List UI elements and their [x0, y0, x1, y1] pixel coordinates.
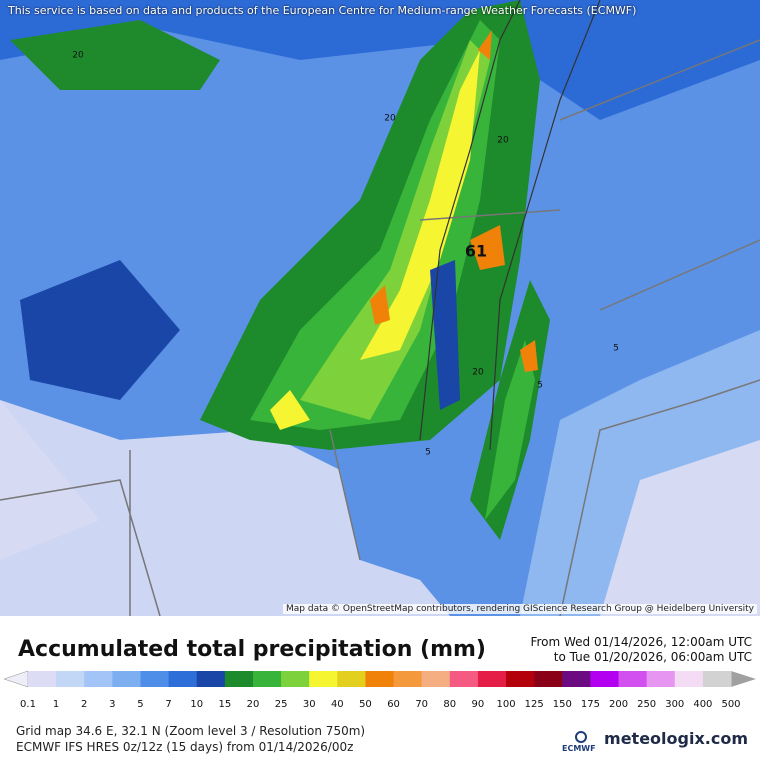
color-box [534, 671, 563, 687]
color-scale: 0.1 1 2 3 5 7 10 15 20 25 30 40 50 60 70 80 90 100 125 150 1… [3, 670, 756, 710]
color-box [56, 671, 85, 687]
scale-label: 0.1 [20, 699, 36, 710]
scale-label: 15 [218, 699, 231, 710]
scale-label: 100 [496, 699, 515, 710]
scale-label: 3 [109, 699, 115, 710]
color-box [506, 671, 535, 687]
grid-info: Grid map 34.6 E, 32.1 N (Zoom level 3 / … [16, 724, 366, 738]
contour-label: 20 [72, 51, 84, 61]
scale-label: 300 [665, 699, 684, 710]
brand: meteologix.com [604, 729, 748, 748]
scale-label: 60 [387, 699, 400, 710]
contour-label: 5 [537, 381, 543, 391]
scale-label: 30 [303, 699, 316, 710]
ecmwf-icon [575, 731, 587, 743]
precipitation-map: 20 20 20 20 5 5 5 61 [0, 0, 760, 616]
color-box [590, 671, 620, 687]
color-box [28, 671, 57, 687]
scale-label: 150 [553, 699, 572, 710]
scale-label: 1 [53, 699, 59, 710]
color-box [421, 671, 451, 687]
scale-label: 125 [525, 699, 544, 710]
color-box [112, 671, 141, 687]
contour-label: 61 [465, 242, 487, 261]
color-box [646, 671, 676, 687]
model-info: ECMWF IFS HRES 0z/12z (15 days) from 01/… [16, 740, 354, 754]
color-box [393, 671, 423, 687]
color-box [365, 671, 395, 687]
contour-label: 20 [384, 114, 396, 124]
scale-label: 2 [81, 699, 87, 710]
color-box [309, 671, 338, 687]
color-box [674, 671, 704, 687]
scale-label: 20 [247, 699, 260, 710]
attribution: This service is based on data and produc… [8, 4, 637, 17]
scale-label: 400 [693, 699, 712, 710]
scale-label: 10 [190, 699, 203, 710]
scale-label: 50 [359, 699, 372, 710]
scale-label: 90 [472, 699, 485, 710]
scale-label: 25 [275, 699, 288, 710]
legend-title: Accumulated total precipitation (mm) [18, 637, 486, 662]
scale-label: 70 [415, 699, 428, 710]
contour-label: 5 [613, 344, 619, 354]
scale-label: 250 [637, 699, 656, 710]
color-box [84, 671, 113, 687]
scale-label: 200 [609, 699, 628, 710]
scale-label: 40 [331, 699, 344, 710]
color-box [337, 671, 366, 687]
color-box [281, 671, 310, 687]
scale-label: 5 [137, 699, 143, 710]
contour-label: 5 [425, 448, 431, 458]
map-credit: Map data © OpenStreetMap contributors, r… [283, 604, 757, 614]
color-box [449, 671, 479, 687]
period-to: to Tue 01/20/2026, 06:00am UTC [553, 650, 752, 664]
scale-label: 80 [443, 699, 456, 710]
scale-label: 175 [581, 699, 600, 710]
color-box [618, 671, 648, 687]
color-box [702, 671, 732, 687]
color-box [140, 671, 170, 687]
color-box [224, 671, 254, 687]
scale-label: 7 [165, 699, 171, 710]
color-box [252, 671, 282, 687]
color-box [196, 671, 226, 687]
contour-label: 20 [497, 136, 509, 146]
period-from: From Wed 01/14/2026, 12:00am UTC [530, 635, 752, 649]
ecmwf-logo: ECMWF [562, 744, 596, 753]
color-box [168, 671, 198, 687]
contour-label: 20 [472, 368, 484, 378]
color-box [562, 671, 591, 687]
scale-label: 500 [721, 699, 740, 710]
color-box [477, 671, 507, 687]
